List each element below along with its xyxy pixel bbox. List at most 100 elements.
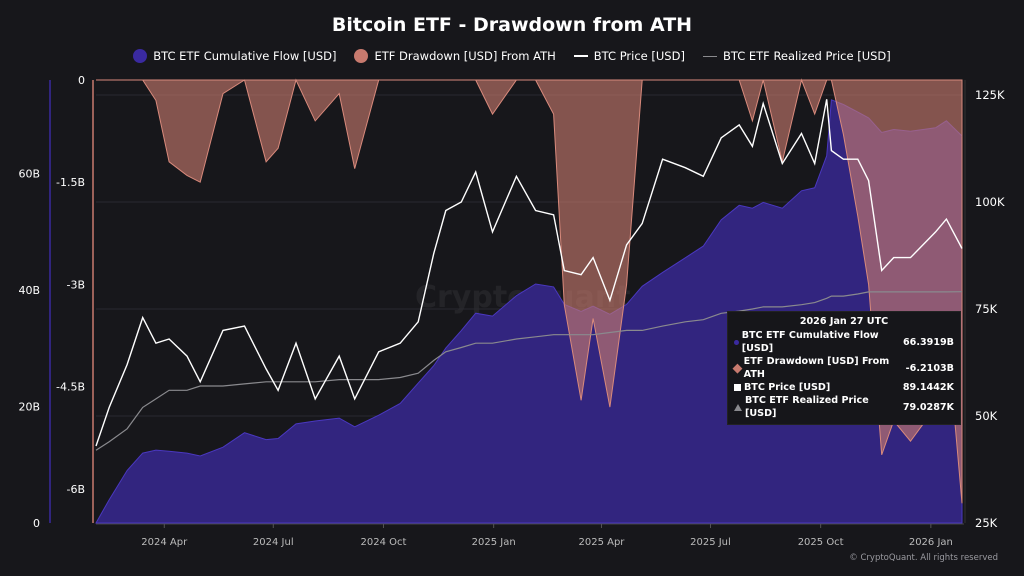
drawdown-point	[762, 79, 764, 81]
price-point	[563, 269, 565, 271]
tooltip-date: 2026 Jan 27 UTC	[799, 316, 889, 327]
drawdown-point	[222, 93, 224, 95]
right-tick-label: 100K	[975, 195, 1005, 209]
realized-point	[433, 359, 435, 361]
flow-point	[244, 432, 246, 434]
flow-point	[535, 283, 537, 285]
triangle-icon	[734, 403, 742, 411]
flow-point	[641, 285, 643, 287]
legend-label: BTC Price [USD]	[593, 49, 685, 63]
drawdown-point	[857, 215, 859, 217]
realized-point	[295, 381, 297, 383]
tooltip-row-flow: BTC ETF Cumulative Flow [USD] 66.3919B	[734, 329, 954, 355]
realized-price-line	[95, 291, 963, 451]
price-point	[126, 364, 128, 366]
square-icon	[734, 384, 741, 391]
flow-point	[265, 439, 267, 441]
price-point	[168, 338, 170, 340]
realized-point	[354, 379, 356, 381]
tooltip-row-price: BTC Price [USD] 89.1442K	[734, 381, 954, 394]
price-point	[814, 162, 816, 164]
drawdown-point	[417, 79, 419, 81]
drawdown-point	[720, 79, 722, 81]
flow-point	[935, 127, 937, 129]
flow-point	[814, 187, 816, 189]
drawdown-point	[881, 454, 883, 456]
drawdown-point	[199, 181, 201, 183]
realized-point	[277, 381, 279, 383]
realized-point	[641, 329, 643, 331]
drawdown-point	[830, 79, 832, 81]
flow-point	[592, 305, 594, 307]
flow-point	[277, 437, 279, 439]
flow-point	[868, 117, 870, 119]
drawdown-point	[592, 318, 594, 320]
price-point	[830, 150, 832, 152]
realized-point	[95, 449, 97, 451]
price-point	[609, 299, 611, 301]
drawdown-point	[378, 79, 380, 81]
realized-point	[592, 334, 594, 336]
tooltip-label: BTC ETF Cumulative Flow [USD]	[741, 330, 879, 354]
drawdown-point	[535, 79, 537, 81]
realized-point	[126, 428, 128, 430]
legend: BTC ETF Cumulative Flow [USD] ETF Drawdo…	[0, 49, 1024, 63]
flow-point	[515, 295, 517, 297]
realized-point	[265, 381, 267, 383]
tooltip: 2026 Jan 27 UTC BTC ETF Cumulative Flow …	[727, 311, 961, 425]
price-point	[277, 389, 279, 391]
price-point	[702, 175, 704, 177]
drawdown-point	[563, 304, 565, 306]
realized-point	[475, 342, 477, 344]
flow-point	[108, 499, 110, 501]
legend-item-drawdown[interactable]: ETF Drawdown [USD] From ATH	[354, 49, 556, 63]
drawdown-point	[338, 93, 340, 95]
left-inner-tick-label: 0	[78, 74, 85, 87]
legend-item-flow[interactable]: BTC ETF Cumulative Flow [USD]	[133, 49, 336, 63]
tooltip-label: BTC ETF Realized Price [USD]	[745, 395, 869, 419]
legend-label: ETF Drawdown [USD] From ATH	[374, 49, 556, 63]
flow-point	[314, 420, 316, 422]
realized-point	[535, 336, 537, 338]
tooltip-value: 79.0287K	[902, 401, 954, 413]
realized-point	[935, 291, 937, 293]
price-point	[909, 257, 911, 259]
price-point	[826, 98, 828, 100]
x-tick-label: 2024 Jul	[253, 537, 294, 548]
price-point	[95, 445, 97, 447]
price-point	[199, 381, 201, 383]
drawdown-point	[433, 79, 435, 81]
realized-point	[563, 334, 565, 336]
legend-item-price[interactable]: BTC Price [USD]	[573, 49, 685, 63]
flow-point	[475, 312, 477, 314]
drawdown-point	[155, 99, 157, 101]
btc-price-line	[95, 99, 963, 447]
tooltip-label: BTC Price [USD]	[744, 382, 831, 393]
flow-point	[491, 315, 493, 317]
price-point	[354, 398, 356, 400]
left-inner-tick-label: -6B	[66, 483, 85, 496]
circle-icon	[133, 49, 148, 63]
flow-point	[830, 99, 832, 101]
flow-point	[295, 423, 297, 425]
tooltip-value: 89.1442K	[902, 382, 954, 393]
drawdown-point	[277, 147, 279, 149]
flow-point	[460, 330, 462, 332]
flow-point	[338, 417, 340, 419]
left-outer-tick-label: 60B	[18, 167, 40, 180]
drawdown-point	[553, 113, 555, 115]
realized-point	[580, 334, 582, 336]
realized-point	[142, 406, 144, 408]
left-outer-tick-label: 40B	[18, 284, 40, 297]
drawdown-point	[95, 79, 97, 81]
realized-point	[399, 376, 401, 378]
realized-point	[702, 319, 704, 321]
drawdown-point	[814, 113, 816, 115]
right-tick-label: 75K	[975, 302, 998, 316]
realized-point	[155, 398, 157, 400]
x-tick-label: 2024 Apr	[141, 537, 188, 548]
legend-item-realized[interactable]: BTC ETF Realized Price [USD]	[702, 49, 891, 63]
drawdown-point	[641, 79, 643, 81]
drawdown-point	[751, 120, 753, 122]
